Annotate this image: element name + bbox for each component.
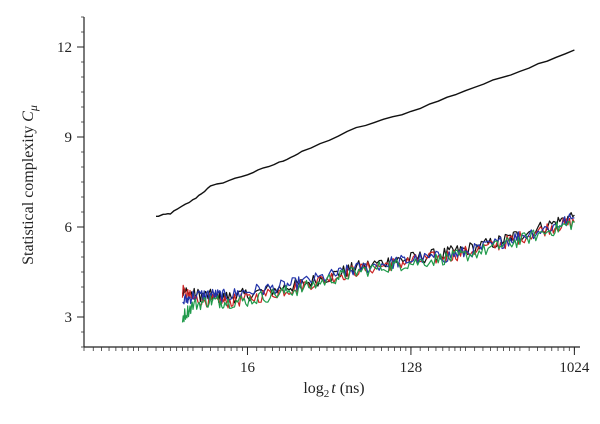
x-axis-title-sub: 2 [324,388,330,400]
x-tick-label: 1024 [559,360,590,376]
series-line-1 [156,49,575,217]
x-axis-title-base: log [303,380,323,397]
x-tick-label: 128 [400,360,423,376]
ticks: 16 128 1024 3 6 9 12 [57,16,590,376]
y-tick-label: 12 [57,40,72,56]
x-axis-title-unit: (ns) [336,380,365,397]
y-tick-label: 3 [65,310,73,326]
y-axis-title-sub: μ [26,105,40,112]
x-tick-label: 16 [240,360,256,376]
axes [83,17,580,348]
y-axis-title-main: Statistical complexity [20,122,37,265]
y-tick-label: 9 [65,130,73,146]
x-axis-title-var: t [331,380,336,397]
y-axis-title: Statistical complexity Cμ [20,105,40,265]
series-line-2 [181,212,575,304]
plot-series [156,49,575,323]
y-tick-label: 6 [65,220,73,236]
series-line-5 [181,220,575,323]
y-axis-title-var: C [20,111,37,122]
x-axis-title: log2 t (ns) [303,380,364,400]
